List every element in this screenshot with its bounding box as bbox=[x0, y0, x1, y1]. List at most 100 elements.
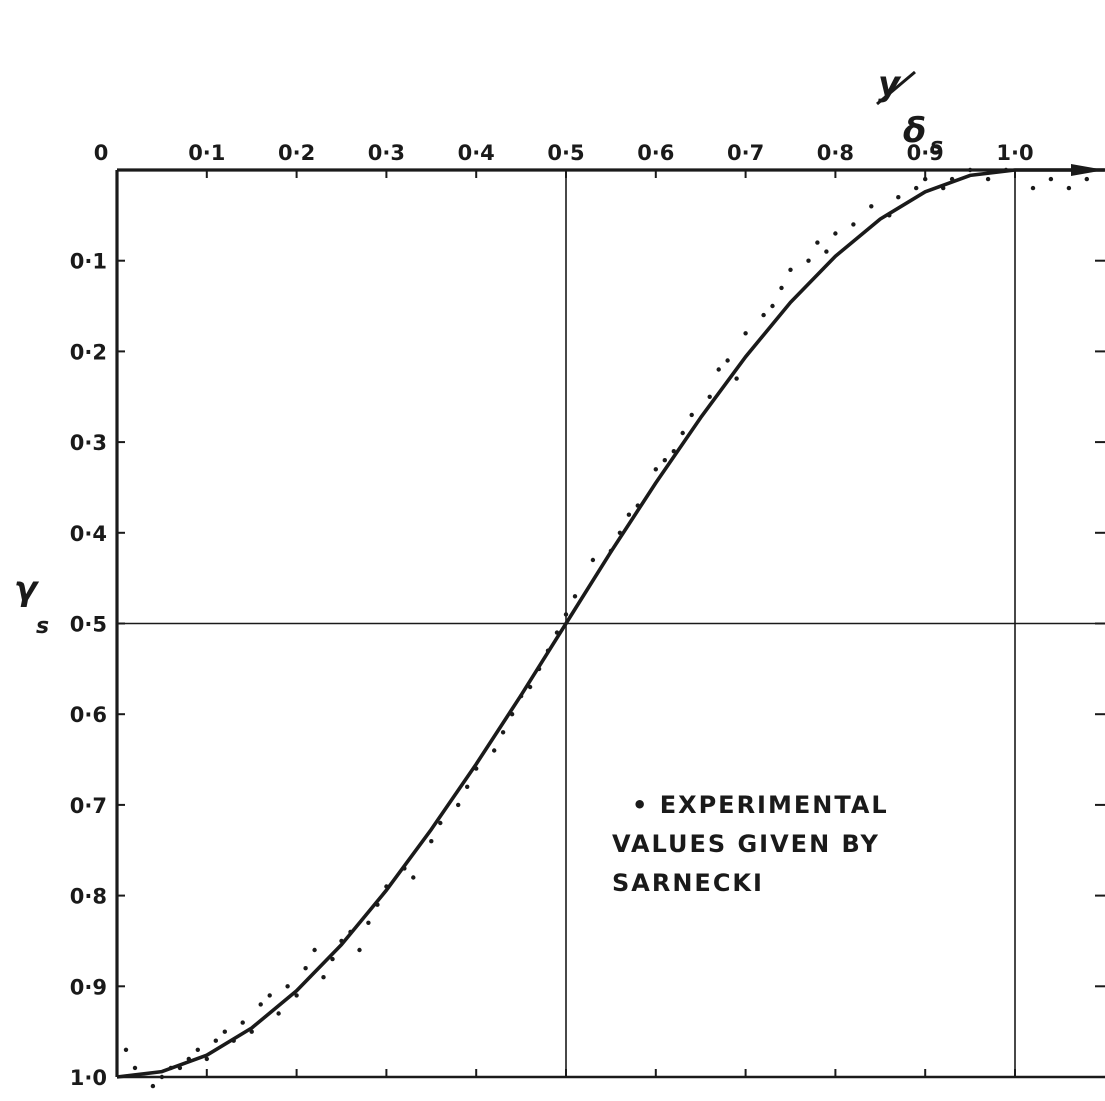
y-tick-label-9: 1·0 bbox=[70, 1066, 107, 1090]
experimental-point bbox=[815, 240, 820, 245]
annotation-line-2: VALUES GIVEN BY bbox=[612, 830, 880, 858]
experimental-point bbox=[312, 947, 317, 953]
experimental-point bbox=[321, 975, 326, 980]
x-tick-label-3: 0·3 bbox=[368, 141, 405, 165]
experimental-point bbox=[590, 557, 596, 563]
experimental-point bbox=[132, 1065, 138, 1071]
experimental-point bbox=[716, 367, 721, 372]
experimental-point bbox=[896, 195, 901, 200]
experimental-point bbox=[851, 222, 856, 227]
experimental-point bbox=[985, 176, 991, 182]
experimental-point bbox=[330, 956, 335, 962]
experimental-point bbox=[572, 594, 578, 599]
x-tick-labels: 0 0·1 0·2 0·3 0·4 0·5 0·6 0·7 0·8 0·9 1·0 bbox=[94, 141, 1034, 165]
experimental-point bbox=[500, 730, 506, 735]
y-axis-title: γ s bbox=[14, 569, 49, 639]
experimental-point bbox=[258, 1002, 263, 1007]
experimental-point bbox=[429, 839, 434, 844]
x-axis-title-numerator: y bbox=[878, 64, 902, 104]
x-axis-title-slash bbox=[876, 70, 916, 106]
experimental-point bbox=[456, 802, 461, 808]
x-tick-label-1: 0·1 bbox=[188, 141, 225, 165]
y-axis-title-symbol: γ bbox=[14, 569, 40, 609]
plot-frame bbox=[115, 164, 1105, 1079]
experimental-point bbox=[195, 1047, 200, 1053]
experimental-point bbox=[833, 231, 838, 236]
y-tick-labels: 0·1 0·2 0·3 0·4 0·5 0·6 0·7 0·8 0·9 1·0 bbox=[70, 250, 107, 1090]
annotation-line-1: • EXPERIMENTAL bbox=[632, 791, 889, 819]
experimental-point bbox=[1030, 185, 1036, 191]
experimental-point bbox=[923, 176, 928, 182]
experimental-point bbox=[626, 512, 632, 517]
experimental-point bbox=[357, 947, 362, 953]
experimental-point bbox=[294, 993, 299, 998]
y-tick-label-3: 0·4 bbox=[70, 522, 107, 546]
y-axis-title-subscript: s bbox=[36, 614, 49, 639]
experimental-point bbox=[492, 748, 497, 753]
experimental-point bbox=[1066, 185, 1072, 191]
experimental-point bbox=[222, 1029, 227, 1034]
y-tick-label-8: 0·9 bbox=[70, 975, 107, 999]
x-tick-label-0: 0 bbox=[94, 141, 109, 165]
x-tick-label-10: 1·0 bbox=[996, 141, 1033, 165]
y-tick-label-1: 0·2 bbox=[70, 340, 107, 364]
experimental-point bbox=[465, 784, 470, 789]
annotation-line-3: SARNECKI bbox=[612, 869, 764, 897]
y-tick-label-7: 0·8 bbox=[70, 885, 107, 909]
experimental-point bbox=[285, 984, 290, 989]
experimental-point bbox=[824, 249, 829, 254]
experimental-point bbox=[689, 412, 694, 418]
experimental-point bbox=[213, 1038, 218, 1043]
experimental-points bbox=[123, 167, 1090, 1089]
x-tick-label-4: 0·4 bbox=[458, 141, 495, 165]
experimental-point bbox=[1084, 176, 1090, 182]
experimental-point bbox=[438, 820, 443, 826]
experimental-point bbox=[276, 1011, 281, 1016]
experimental-point bbox=[1048, 176, 1054, 182]
tick-marks bbox=[117, 170, 1105, 1078]
y-tick-label-6: 0·7 bbox=[70, 794, 107, 818]
x-tick-label-7: 0·7 bbox=[727, 141, 764, 165]
experimental-point bbox=[150, 1083, 156, 1089]
experimental-point bbox=[653, 467, 658, 472]
experimental-point bbox=[680, 430, 685, 436]
experimental-point bbox=[662, 458, 667, 463]
experimental-point bbox=[788, 267, 793, 272]
reference-lines bbox=[117, 170, 1105, 1077]
legend-annotation: • EXPERIMENTAL VALUES GIVEN BY SARNECKI bbox=[612, 791, 889, 897]
experimental-point bbox=[725, 358, 730, 363]
x-axis-title-subscript: s bbox=[930, 134, 943, 159]
x-tick-label-2: 0·2 bbox=[278, 141, 315, 165]
x-axis-title-denominator: δ bbox=[903, 111, 926, 151]
experimental-point bbox=[123, 1047, 129, 1053]
y-tick-label-2: 0·3 bbox=[70, 431, 107, 455]
x-tick-label-5: 0·5 bbox=[547, 141, 584, 165]
experimental-point bbox=[204, 1056, 209, 1062]
experimental-point bbox=[770, 303, 775, 309]
experimental-point bbox=[240, 1020, 245, 1025]
y-tick-label-4: 0·5 bbox=[70, 613, 107, 637]
x-tick-label-6: 0·6 bbox=[637, 141, 674, 165]
fitted-curve bbox=[116, 168, 1105, 1079]
experimental-point bbox=[563, 612, 569, 617]
experimental-point bbox=[779, 285, 784, 291]
experimental-point bbox=[743, 331, 748, 336]
x-axis-title: y δ s bbox=[876, 64, 943, 159]
y-tick-label-0: 0·1 bbox=[70, 250, 107, 274]
experimental-point bbox=[267, 993, 272, 998]
x-tick-label-8: 0·8 bbox=[817, 141, 854, 165]
experimental-point bbox=[914, 185, 919, 191]
experimental-point bbox=[806, 258, 811, 263]
y-tick-label-5: 0·6 bbox=[70, 703, 107, 727]
experimental-point bbox=[366, 920, 371, 925]
experimental-point bbox=[967, 167, 973, 173]
experimental-point bbox=[761, 312, 766, 318]
experimental-point bbox=[734, 376, 739, 381]
experimental-point bbox=[707, 394, 712, 399]
experimental-point bbox=[159, 1074, 165, 1080]
x-tick-label-9: 0·9 bbox=[907, 141, 944, 165]
experimental-point bbox=[303, 966, 308, 971]
experimental-point bbox=[411, 875, 416, 880]
fitted-curve-line bbox=[116, 168, 1105, 1079]
